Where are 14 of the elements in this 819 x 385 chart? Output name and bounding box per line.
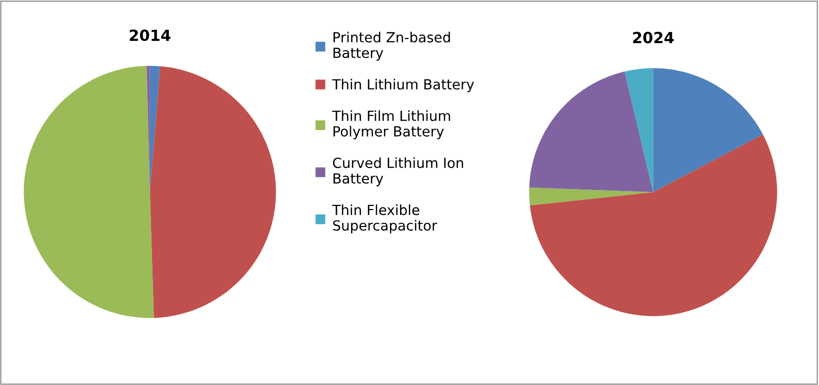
- legend-label: Thin Film Lithium Polymer Battery: [332, 110, 450, 140]
- pie-slice: [24, 66, 154, 318]
- legend-label: Printed Zn-based Battery: [334, 32, 450, 61]
- legend-label: Thin Lithium Battery: [332, 78, 474, 92]
- legend-label: Thin Flexible Supercapacitor: [332, 204, 438, 234]
- legend-label: Curved Lithium Ion Battery: [332, 157, 464, 186]
- chart-title: 2024: [633, 32, 674, 44]
- pie-slice: [530, 134, 778, 316]
- chart-title: 2014: [130, 29, 170, 42]
- pie-slice: [529, 187, 654, 206]
- pie-slice: [653, 68, 763, 192]
- pie-slice: [529, 71, 654, 192]
- pie-slice: [624, 68, 654, 192]
- pie-slice: [150, 66, 276, 318]
